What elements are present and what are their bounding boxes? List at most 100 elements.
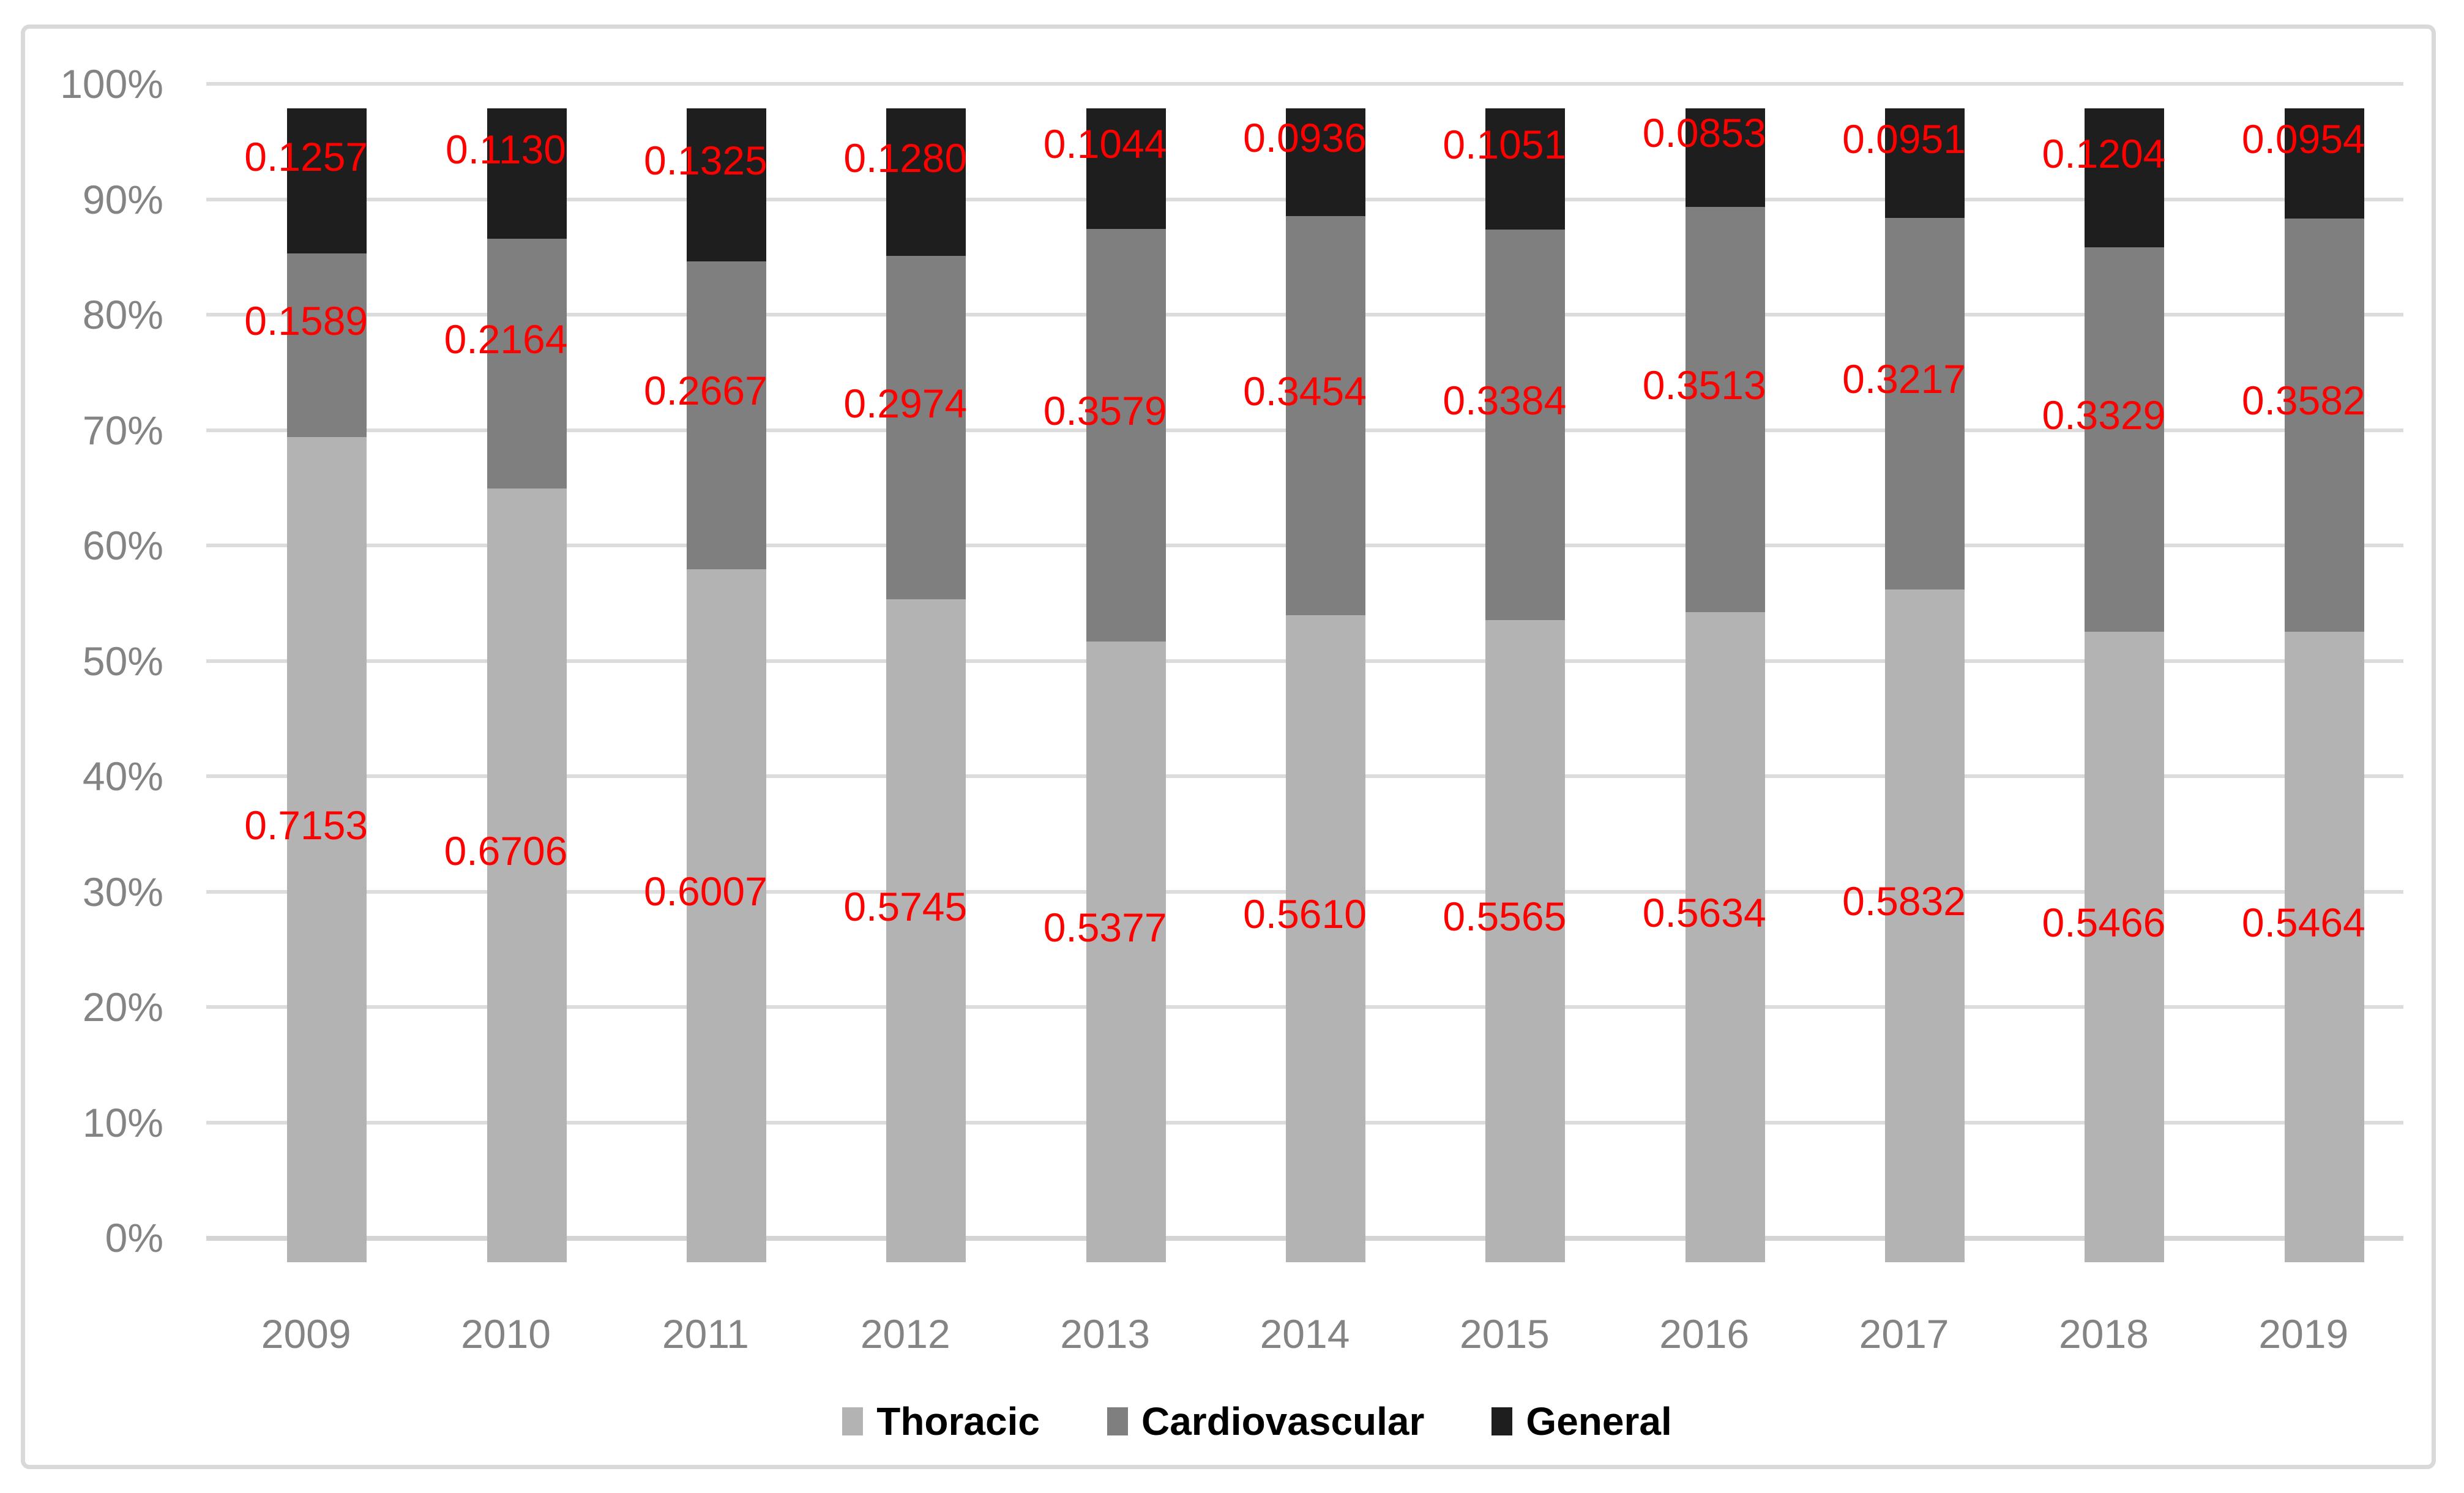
bar-segment-cardiovascular-2017 <box>1885 218 1965 589</box>
bar-segment-thoracic-2009 <box>287 436 367 1262</box>
data-label-thoracic-2014: 0.5610 <box>1243 891 1367 937</box>
data-label-general-2011: 0.1325 <box>643 137 767 183</box>
bar-segment-cardiovascular-2013 <box>1086 228 1166 642</box>
data-label-thoracic-2016: 0.5634 <box>1642 889 1766 935</box>
bar-segment-thoracic-2013 <box>1086 642 1166 1262</box>
data-label-cardiovascular-2017: 0.3217 <box>1842 356 1966 402</box>
data-label-general-2016: 0.0853 <box>1642 110 1766 156</box>
data-label-cardiovascular-2018: 0.3329 <box>2042 392 2166 438</box>
chart-legend: Thoracic Cardiovascular General <box>25 1399 2464 1444</box>
data-label-cardiovascular-2013: 0.3579 <box>1043 388 1167 434</box>
x-tick-label-2017: 2017 <box>1859 1311 1949 1356</box>
legend-marker-cardiovascular <box>1107 1407 1128 1435</box>
bar-segment-cardiovascular-2015 <box>1485 230 1566 620</box>
data-label-thoracic-2010: 0.6706 <box>444 828 568 874</box>
bar-segment-general-2015 <box>1485 108 1566 230</box>
data-label-thoracic-2018: 0.5466 <box>2042 899 2166 945</box>
bar-segment-general-2010 <box>487 108 567 239</box>
bar-segment-general-2016 <box>1685 108 1765 207</box>
data-label-general-2017: 0.0951 <box>1842 116 1966 162</box>
bar-segment-thoracic-2012 <box>886 599 966 1262</box>
bar-segment-general-2009 <box>287 108 367 254</box>
bar-segment-thoracic-2015 <box>1485 619 1566 1262</box>
data-label-cardiovascular-2010: 0.2164 <box>444 316 568 362</box>
y-tick-label-100pct: 100% <box>60 61 163 107</box>
bar-segment-general-2012 <box>886 108 966 256</box>
bar-segment-cardiovascular-2016 <box>1685 206 1765 612</box>
bar-segment-general-2019 <box>2284 108 2364 219</box>
data-label-general-2018: 0.1204 <box>2042 130 2166 176</box>
x-tick-label-2012: 2012 <box>860 1311 950 1356</box>
bar-segment-cardiovascular-2009 <box>287 253 367 437</box>
bar-segment-general-2014 <box>1286 108 1365 217</box>
bar-segment-cardiovascular-2010 <box>487 239 567 488</box>
y-tick-label-30pct: 30% <box>82 869 163 915</box>
bar-segment-thoracic-2011 <box>686 569 766 1262</box>
bar-segment-general-2013 <box>1086 108 1166 229</box>
data-label-general-2009: 0.1257 <box>244 133 368 179</box>
bar-segment-thoracic-2016 <box>1685 612 1765 1262</box>
data-label-thoracic-2019: 0.5464 <box>2241 900 2365 946</box>
legend-label-general: General <box>1526 1399 1672 1443</box>
y-tick-label-40pct: 40% <box>82 754 163 799</box>
data-label-general-2012: 0.1280 <box>843 135 968 181</box>
bar-segment-thoracic-2019 <box>2284 632 2364 1262</box>
data-label-thoracic-2015: 0.5565 <box>1443 894 1567 940</box>
legend-item-cardiovascular: Cardiovascular <box>1107 1399 1424 1444</box>
plot-area <box>227 108 2424 1262</box>
data-label-general-2014: 0.0936 <box>1243 115 1367 161</box>
data-label-general-2010: 0.1130 <box>446 126 567 172</box>
bar-segment-general-2011 <box>686 108 766 261</box>
x-tick-label-2016: 2016 <box>1659 1311 1750 1356</box>
data-label-cardiovascular-2014: 0.3454 <box>1243 368 1367 414</box>
y-tick-label-0pct: 0% <box>105 1215 163 1260</box>
data-label-cardiovascular-2019: 0.3582 <box>2241 378 2365 424</box>
y-tick-label-60pct: 60% <box>82 523 163 568</box>
data-label-thoracic-2009: 0.7153 <box>244 802 368 848</box>
legend-label-cardiovascular: Cardiovascular <box>1141 1399 1425 1443</box>
data-label-thoracic-2013: 0.5377 <box>1043 905 1167 951</box>
legend-item-general: General <box>1491 1399 1672 1444</box>
bar-segment-cardiovascular-2014 <box>1286 216 1365 615</box>
legend-item-thoracic: Thoracic <box>842 1399 1040 1444</box>
y-tick-label-10pct: 10% <box>82 1099 163 1145</box>
data-label-thoracic-2017: 0.5832 <box>1842 878 1966 924</box>
data-label-general-2015: 0.1051 <box>1443 122 1567 168</box>
x-tick-label-2010: 2010 <box>461 1311 551 1356</box>
data-label-cardiovascular-2011: 0.2667 <box>643 368 767 414</box>
x-tick-label-2014: 2014 <box>1260 1311 1350 1356</box>
bar-segment-general-2018 <box>2085 108 2165 248</box>
x-tick-label-2019: 2019 <box>2258 1311 2349 1356</box>
chart-frame: 0% 10% 20% 30% 40% 50% 60% 70% 80% 90% 100% 0.7153… <box>21 24 2436 1469</box>
data-label-thoracic-2011: 0.6007 <box>643 868 767 914</box>
bar-segment-cardiovascular-2018 <box>2085 247 2165 632</box>
x-tick-label-2009: 2009 <box>261 1311 351 1356</box>
data-label-general-2019: 0.0954 <box>2241 116 2365 162</box>
x-tick-label-2018: 2018 <box>2059 1311 2149 1356</box>
bar-segment-general-2017 <box>1885 108 1965 219</box>
bar-segment-cardiovascular-2019 <box>2284 218 2364 632</box>
bar-segment-thoracic-2010 <box>487 488 567 1262</box>
bar-segment-thoracic-2014 <box>1286 615 1365 1262</box>
data-label-cardiovascular-2016: 0.3513 <box>1642 362 1766 408</box>
legend-marker-thoracic <box>842 1407 864 1435</box>
y-tick-label-50pct: 50% <box>82 638 163 684</box>
y-tick-label-70pct: 70% <box>82 407 163 453</box>
x-tick-label-2011: 2011 <box>662 1311 749 1356</box>
x-tick-label-2013: 2013 <box>1060 1311 1151 1356</box>
data-label-cardiovascular-2012: 0.2974 <box>843 380 968 426</box>
legend-marker-general <box>1491 1407 1513 1435</box>
y-tick-label-20pct: 20% <box>82 984 163 1030</box>
x-tick-label-2015: 2015 <box>1459 1311 1550 1356</box>
data-label-thoracic-2012: 0.5745 <box>843 883 968 929</box>
bar-segment-thoracic-2018 <box>2085 631 2165 1262</box>
y-tick-label-80pct: 80% <box>82 292 163 337</box>
gridline <box>206 82 2403 86</box>
bar-segment-cardiovascular-2011 <box>686 261 766 569</box>
bar-segment-thoracic-2017 <box>1885 589 1965 1262</box>
data-label-cardiovascular-2009: 0.1589 <box>244 297 368 343</box>
legend-label-thoracic: Thoracic <box>876 1399 1040 1443</box>
y-tick-label-90pct: 90% <box>82 176 163 222</box>
data-label-general-2013: 0.1044 <box>1043 121 1167 167</box>
